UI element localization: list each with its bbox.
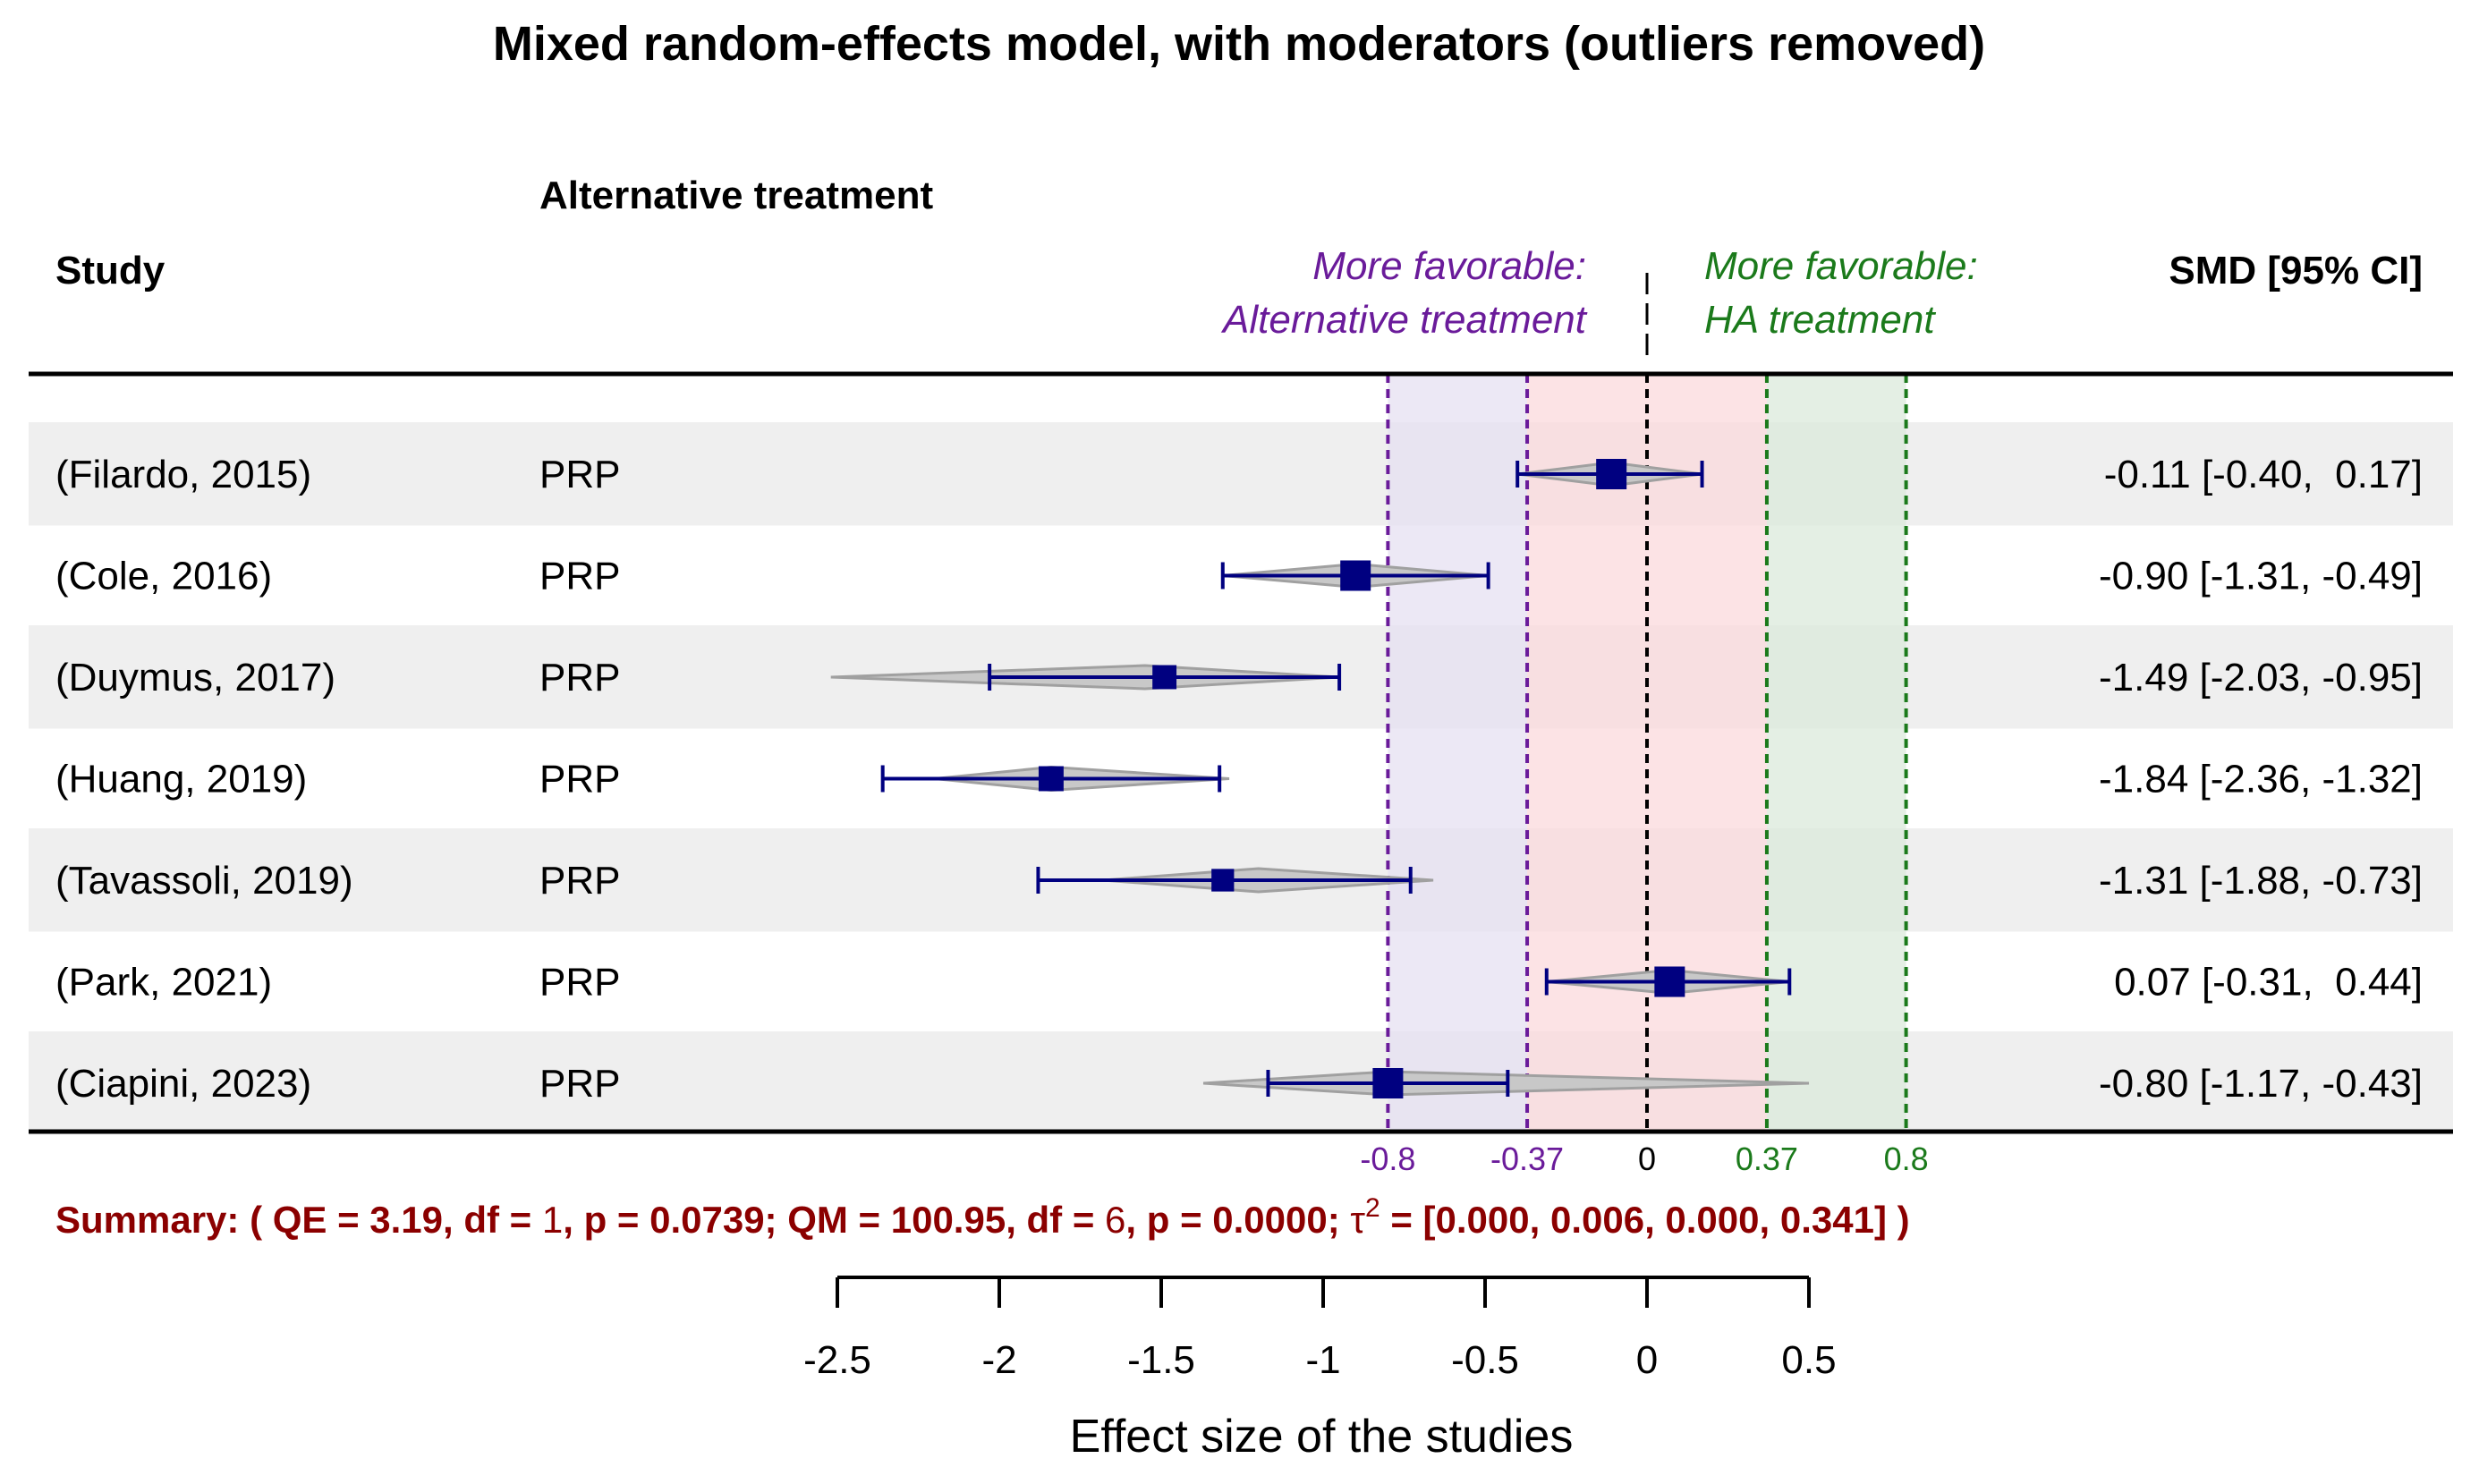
favor-left-line1: More favorable: (1312, 244, 1586, 288)
reference-lines (1386, 374, 1908, 1132)
study-name: (Park, 2021) (55, 961, 272, 1005)
point-estimate (1654, 966, 1685, 997)
estimate-label: -1.84 [-2.36, -1.32] (2099, 758, 2423, 801)
study-header: Study (55, 249, 166, 293)
axis-tick-label: -2 (981, 1338, 1016, 1382)
estimate-label: -1.49 [-2.03, -0.95] (2099, 656, 2423, 700)
reference-label: 0.8 (1884, 1141, 1929, 1177)
point-estimate (1038, 766, 1064, 792)
study-name: (Filardo, 2015) (55, 453, 311, 496)
summary-line: Summary: ( QE = 3.19, df = 1, p = 0.0739… (55, 1193, 1910, 1241)
study-marks (830, 459, 1810, 1098)
point-estimate (1372, 1068, 1404, 1098)
treatment-label: PRP (539, 961, 620, 1005)
band-purple (1388, 374, 1528, 1132)
treatment-label: PRP (539, 555, 620, 598)
summary-tau-sup: 2 (1365, 1193, 1380, 1223)
summary-df2: 6 (1105, 1199, 1125, 1241)
moderator-header: Alternative treatment (539, 174, 933, 217)
treatment-label: PRP (539, 656, 620, 700)
axis-tick-label: -0.5 (1451, 1338, 1519, 1382)
reference-label: 0.37 (1736, 1141, 1798, 1177)
row-shade (29, 422, 2453, 526)
summary-prefix: Summary: ( QE = 3.19, df = (55, 1199, 542, 1241)
estimate-label: -0.90 [-1.31, -0.49] (2099, 555, 2423, 598)
treatment-label: PRP (539, 758, 620, 801)
summary-df1: 1 (542, 1199, 563, 1241)
treatment-label: PRP (539, 859, 620, 903)
estimate-label: 0.07 [-0.31, 0.44] (2114, 961, 2423, 1005)
summary-values: = [0.000, 0.006, 0.000, 0.341] ) (1380, 1199, 1910, 1241)
point-estimate (1152, 665, 1177, 690)
axis-tick-label: -1 (1305, 1338, 1340, 1382)
x-axis: -2.5 -2 -1.5 -1 -0.5 0 0.5 (803, 1276, 1837, 1382)
axis-tick-label: 0 (1636, 1338, 1658, 1382)
reference-labels: -0.8 -0.37 0 0.37 0.8 (1360, 1141, 1928, 1177)
summary-mid: , p = 0.0739; QM = 100.95, df = (563, 1199, 1105, 1241)
favor-left-line2: Alternative treatment (1220, 298, 1588, 342)
study-name: (Ciapini, 2023) (55, 1062, 311, 1106)
axis-tick-label: -1.5 (1127, 1338, 1195, 1382)
study-name: (Duymus, 2017) (55, 656, 335, 700)
estimate-label: -0.11 [-0.40, 0.17] (2104, 453, 2423, 496)
study-table: (Filardo, 2015) PRP -0.11 [-0.40, 0.17] (Co… (55, 453, 2423, 1106)
reference-label: -0.8 (1360, 1141, 1415, 1177)
chart-title: Mixed random-effects model, with moderat… (493, 17, 1985, 71)
axis-tick-label: -2.5 (803, 1338, 871, 1382)
summary-tail: , p = 0.0000; (1125, 1199, 1350, 1241)
treatment-label: PRP (539, 453, 620, 496)
point-estimate (1596, 459, 1627, 489)
estimate-label: -0.80 [-1.17, -0.43] (2099, 1062, 2423, 1106)
favor-right-line2: HA treatment (1704, 298, 1936, 342)
favor-right-line1: More favorable: (1704, 244, 1978, 288)
point-estimate (1211, 869, 1235, 892)
treatment-label: PRP (539, 1062, 620, 1106)
reference-label: 0 (1638, 1141, 1656, 1177)
axis-tick-label: 0.5 (1781, 1338, 1836, 1382)
study-name: (Tavassoli, 2019) (55, 859, 353, 903)
summary-tau: τ (1350, 1199, 1365, 1241)
estimate-label: -1.31 [-1.88, -0.73] (2099, 859, 2423, 903)
x-axis-label: Effect size of the studies (1070, 1411, 1574, 1463)
reference-label: -0.37 (1490, 1141, 1564, 1177)
study-name: (Cole, 2016) (55, 555, 272, 598)
point-estimate (1340, 560, 1371, 591)
row-backgrounds (29, 422, 2453, 1135)
study-name: (Huang, 2019) (55, 758, 307, 801)
band-green (1766, 374, 1906, 1132)
estimate-header: SMD [95% CI] (2169, 249, 2423, 293)
